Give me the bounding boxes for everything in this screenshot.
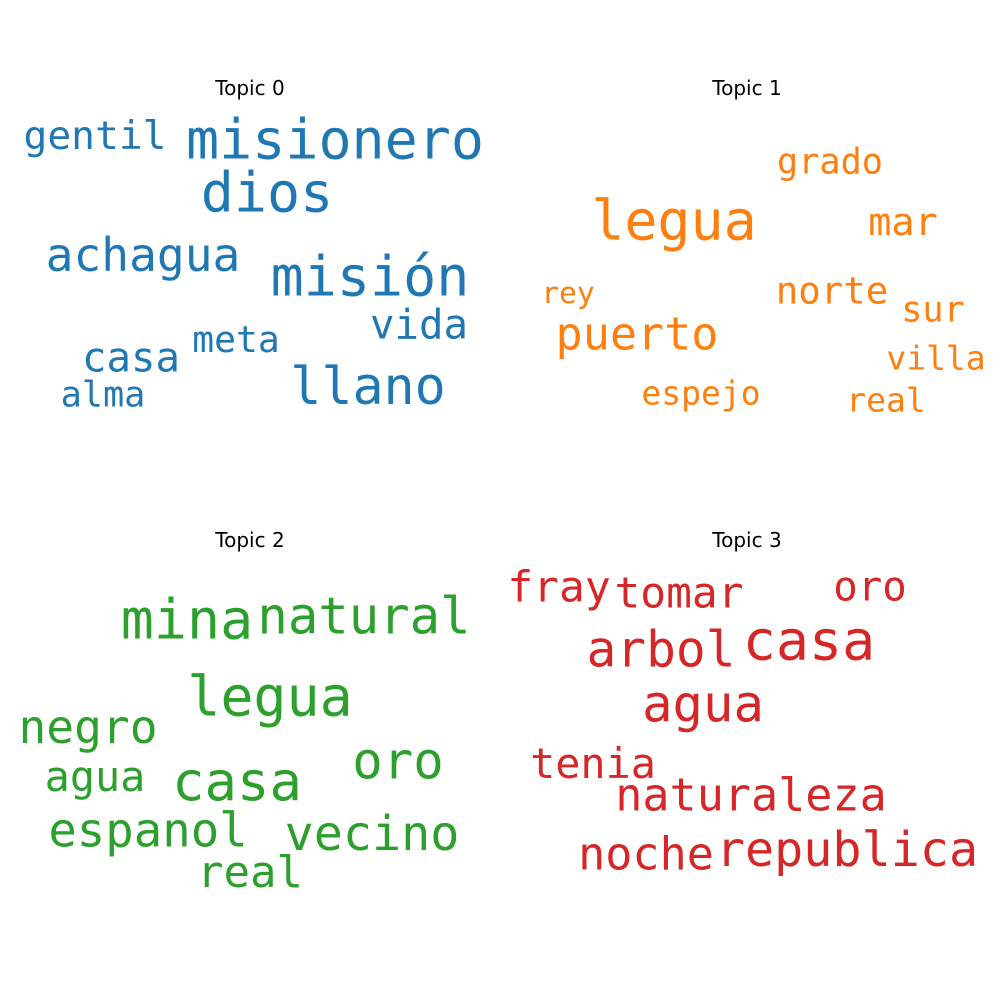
word-agua: agua — [44, 752, 146, 802]
word-vida: vida — [370, 300, 468, 349]
word-oro: oro — [833, 562, 907, 611]
word-dios: dios — [200, 160, 334, 225]
word-llano: llano — [290, 357, 446, 418]
word-tenia: tenia — [530, 739, 656, 789]
word-meta: meta — [192, 317, 280, 361]
panel-title: Topic 0 — [215, 76, 285, 100]
word-puerto: puerto — [555, 307, 719, 361]
wordcloud-panel-topic-2: Topic 2 legua mina casa natural oro vecino esp… — [0, 452, 500, 952]
word-misión: misión — [270, 244, 470, 309]
word-grado: grado — [777, 141, 883, 183]
word-espanol: espanol — [48, 803, 248, 859]
word-rey: rey — [541, 276, 595, 312]
word-espejo: espejo — [641, 373, 761, 413]
panel-title: Topic 3 — [712, 528, 782, 552]
word-naturaleza: naturaleza — [615, 768, 887, 822]
word-oro: oro — [352, 731, 444, 791]
word-agua: agua — [642, 674, 764, 734]
word-mar: mar — [868, 199, 938, 245]
word-noche: noche — [578, 827, 714, 881]
word-real: real — [197, 847, 303, 898]
word-natural: natural — [257, 586, 471, 646]
word-casa: casa — [172, 750, 302, 814]
word-legua: legua — [591, 188, 757, 253]
word-fray: fray — [507, 562, 611, 613]
word-tomar: tomar — [614, 568, 744, 619]
wordcloud-panel-topic-0: Topic 0 misionero misión dios llano achagua g… — [0, 0, 500, 500]
word-republica: republica — [715, 821, 979, 878]
word-vecino: vecino — [284, 805, 460, 862]
word-villa: villa — [886, 338, 986, 378]
word-legua: legua — [187, 664, 353, 729]
word-negro: negro — [18, 699, 158, 754]
word-real: real — [846, 380, 926, 420]
word-casa: casa — [82, 333, 180, 382]
wordcloud-panel-topic-3: Topic 3 casa agua arbol republica naturaleza… — [500, 452, 1000, 952]
word-achagua: achagua — [45, 227, 241, 282]
word-sur: sur — [901, 289, 965, 331]
word-misionero: misionero — [185, 107, 485, 172]
wordcloud-panel-topic-1: Topic 1 legua puerto mar norte grado sur villa… — [500, 0, 1000, 500]
word-alma: alma — [60, 374, 146, 416]
word-mina: mina — [120, 587, 254, 652]
word-casa: casa — [742, 608, 876, 673]
word-arbol: arbol — [586, 620, 736, 679]
word-gentil: gentil — [23, 113, 167, 160]
panel-title: Topic 1 — [712, 76, 782, 100]
word-norte: norte — [775, 268, 889, 313]
panel-title: Topic 2 — [215, 528, 285, 552]
